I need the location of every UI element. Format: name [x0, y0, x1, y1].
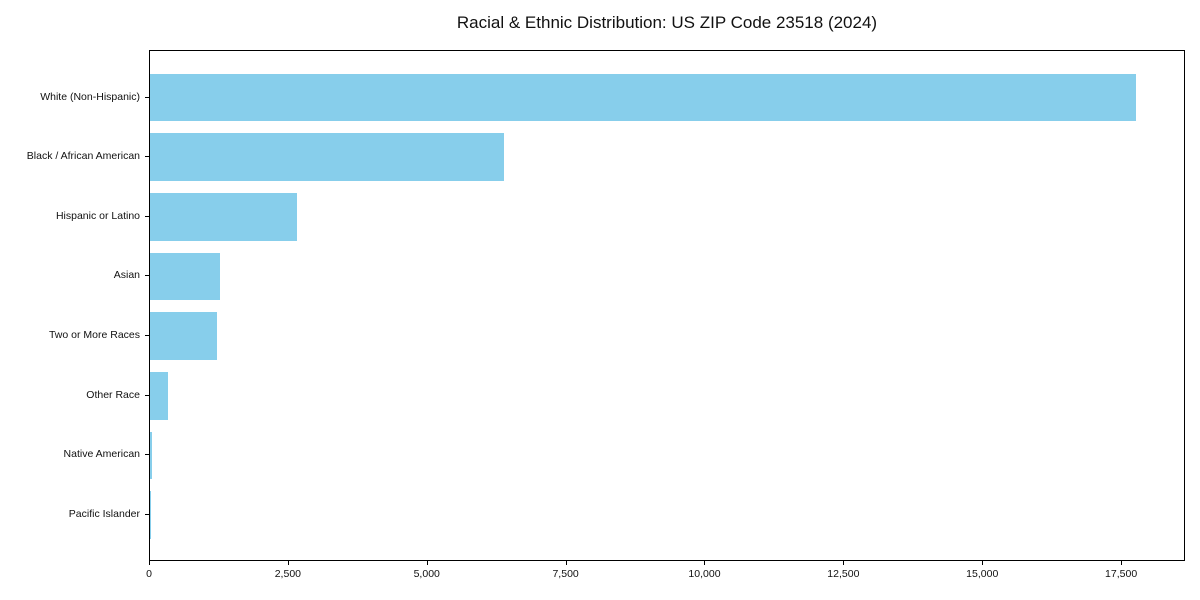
plot-area: [149, 50, 1185, 561]
y-tick: [145, 215, 149, 217]
x-tick: [1121, 561, 1123, 565]
x-tick-label: 12,500: [827, 568, 860, 580]
y-tick-label: Pacific Islander: [68, 508, 140, 521]
y-tick: [145, 335, 149, 337]
x-tick-label: 0: [146, 568, 152, 580]
x-tick: [565, 561, 567, 565]
x-tick: [843, 561, 845, 565]
bar: [150, 371, 169, 420]
y-tick: [145, 514, 149, 516]
bar: [150, 491, 151, 539]
x-tick: [149, 561, 150, 565]
y-tick-label: Native American: [63, 448, 140, 461]
bar: [150, 252, 220, 301]
x-tick: [287, 561, 289, 565]
x-tick: [704, 561, 706, 565]
x-tick-label: 10,000: [688, 568, 721, 580]
bar: [150, 312, 218, 360]
x-tick-label: 15,000: [966, 568, 999, 580]
y-tick: [145, 275, 149, 277]
y-tick: [145, 394, 149, 396]
y-tick: [145, 96, 149, 98]
chart-title: Racial & Ethnic Distribution: US ZIP Cod…: [456, 13, 878, 32]
y-tick: [145, 454, 149, 456]
x-tick-label: 7,500: [552, 568, 579, 580]
y-tick-label: Two or More Races: [48, 329, 140, 342]
x-tick-label: 17,500: [1105, 568, 1138, 580]
x-tick: [426, 561, 428, 565]
bar: [150, 73, 1136, 122]
y-tick: [145, 156, 149, 158]
y-tick-label: Hispanic or Latino: [55, 209, 140, 222]
y-tick-label: Black / African American: [26, 150, 140, 163]
y-tick-label: Asian: [113, 269, 140, 282]
y-tick-label: White (Non-Hispanic): [40, 90, 140, 103]
x-tick: [982, 561, 984, 565]
bar: [150, 133, 505, 181]
bar: [150, 192, 298, 241]
x-tick-label: 2,500: [274, 568, 301, 580]
y-tick-label: Other Race: [86, 388, 140, 401]
bar: [150, 431, 152, 480]
x-tick-label: 5,000: [413, 568, 440, 580]
